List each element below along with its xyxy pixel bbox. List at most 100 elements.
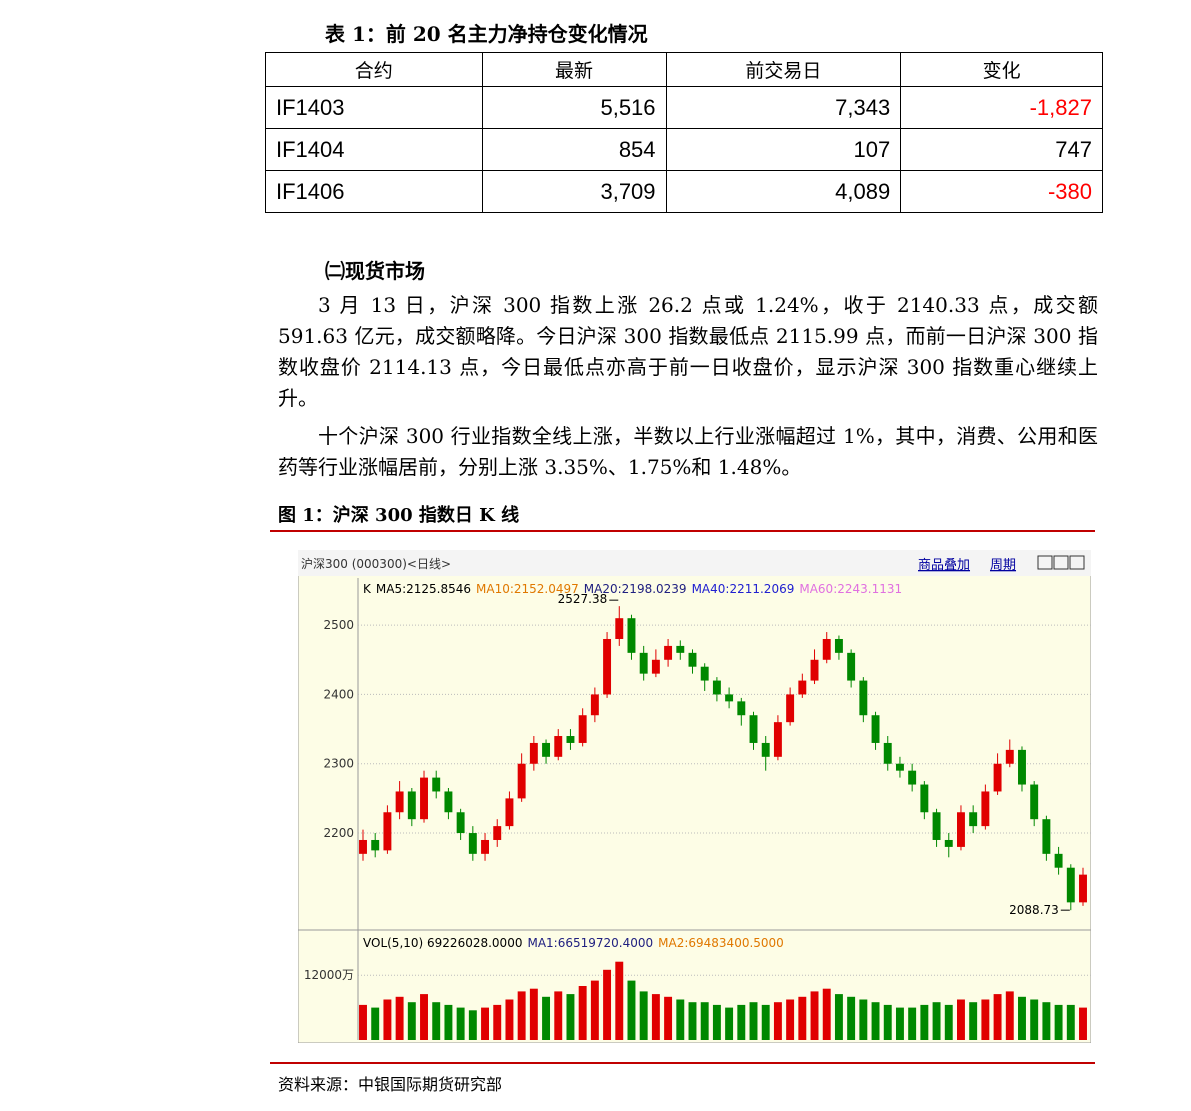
volume-bar xyxy=(883,1004,892,1040)
volume-bar xyxy=(1079,1007,1087,1040)
cell: 4,089 xyxy=(665,170,902,213)
table-row: IF1406 3,709 4,089 -380 xyxy=(265,170,1103,213)
volume-bar xyxy=(1054,1004,1063,1040)
cell: -380 xyxy=(900,170,1103,213)
volume-bar xyxy=(1018,996,1026,1040)
volume-bar xyxy=(700,1002,709,1040)
candle-body xyxy=(920,784,929,813)
volume-bar xyxy=(603,969,612,1040)
y-tick-label: 2500 xyxy=(323,618,354,632)
volume-bar xyxy=(664,996,673,1040)
candle-body xyxy=(969,812,978,827)
candle-body xyxy=(566,736,575,743)
figure-title: 图 1：沪深 300 指数日 K 线 xyxy=(278,505,520,526)
volume-bar xyxy=(810,991,819,1040)
body-text: 3 月 13 日，沪深 300 指数上涨 26.2 点或 1.24%，收于 21… xyxy=(278,290,1098,483)
candle-body xyxy=(444,791,453,813)
volume-bar xyxy=(932,1002,941,1040)
candle-body xyxy=(493,826,502,840)
legend-entry: MA10:2152.0497 xyxy=(476,582,579,596)
candle-body xyxy=(1079,874,1087,903)
candle-body xyxy=(847,652,856,681)
candle-body xyxy=(578,715,587,743)
nav-button[interactable] xyxy=(1069,555,1085,570)
cell: 7,343 xyxy=(665,86,902,129)
candle-body xyxy=(725,694,734,702)
volume-bar xyxy=(432,1002,441,1040)
volume-bar xyxy=(529,988,538,1040)
candle-body xyxy=(407,791,416,820)
volume-bar xyxy=(651,994,660,1040)
candle-body xyxy=(773,722,782,757)
header-cell: 最新 xyxy=(481,52,667,87)
volume-bar xyxy=(712,1004,721,1040)
volume-bar xyxy=(676,999,685,1040)
candle-body xyxy=(676,645,685,653)
candle-body xyxy=(822,638,831,660)
candle-body xyxy=(957,812,965,847)
candle-body xyxy=(554,736,563,757)
candle-body xyxy=(481,839,489,854)
volume-bar xyxy=(749,1002,758,1040)
nav-button[interactable] xyxy=(1053,555,1069,570)
volume-bar xyxy=(627,980,636,1040)
candle-body xyxy=(529,742,538,764)
rule xyxy=(270,1062,1095,1064)
candle-body xyxy=(786,694,795,723)
section-title: ㈡现货市场 xyxy=(325,259,425,283)
header-cell: 合约 xyxy=(265,52,483,87)
candle-body xyxy=(700,666,709,681)
toolbar xyxy=(298,550,1091,576)
candle-body xyxy=(651,659,660,674)
volume-bar xyxy=(786,999,795,1040)
legend-entry: MA1:66519720.4000 xyxy=(527,936,653,950)
volume-bar xyxy=(834,994,843,1040)
volume-bar xyxy=(359,1004,367,1040)
candle-body xyxy=(517,763,526,799)
source: 资料来源：中银国际期货研究部 xyxy=(278,1075,503,1094)
volume-bar xyxy=(1042,1002,1051,1040)
candle-body xyxy=(542,742,551,757)
y-tick-label: 2200 xyxy=(323,826,354,840)
candle-body xyxy=(590,694,599,716)
volume-bar xyxy=(871,1002,880,1040)
candle-body xyxy=(432,777,441,792)
cell: 854 xyxy=(481,128,667,171)
candle-body xyxy=(737,701,746,716)
header-cell: 变化 xyxy=(900,52,1103,87)
candle-body xyxy=(1018,749,1026,785)
toolbar-link[interactable]: 周期 xyxy=(990,558,1016,573)
candle-body xyxy=(749,715,758,743)
cell: 5,516 xyxy=(481,86,667,129)
cell: 3,709 xyxy=(481,170,667,213)
candle-body xyxy=(420,777,428,820)
candle-body xyxy=(383,812,392,851)
candle-body xyxy=(371,839,380,851)
volume-bar xyxy=(859,999,868,1040)
nav-button[interactable] xyxy=(1037,555,1053,570)
volume-bar xyxy=(615,961,624,1040)
volume-bar xyxy=(761,1004,770,1040)
header-row: 合约 最新 前交易日 变化 xyxy=(265,52,1103,87)
candle-body xyxy=(615,618,624,639)
candle-body xyxy=(834,638,843,653)
annotation: 2527.38 xyxy=(558,592,608,606)
volume-bar xyxy=(407,1002,416,1040)
candle-body xyxy=(505,798,514,827)
candle-body xyxy=(859,680,868,716)
candle-body xyxy=(944,839,953,847)
legend-entry: VOL(5,10) 69226028.0000 xyxy=(363,936,522,950)
volume-bar xyxy=(737,1004,746,1040)
candle-body xyxy=(908,770,917,785)
candle-body xyxy=(993,763,1002,792)
volume-bar xyxy=(1030,999,1039,1040)
candle-body xyxy=(395,791,404,813)
legend-entry: MA60:2243.1131 xyxy=(799,582,902,596)
toolbar-link[interactable]: 商品叠加 xyxy=(918,558,970,573)
volume-bar xyxy=(688,1002,697,1040)
volume-bar xyxy=(554,991,563,1040)
volume-bar xyxy=(542,996,551,1040)
volume-bar xyxy=(944,1004,953,1040)
candle-body xyxy=(639,652,648,674)
volume-bar xyxy=(468,1010,477,1040)
